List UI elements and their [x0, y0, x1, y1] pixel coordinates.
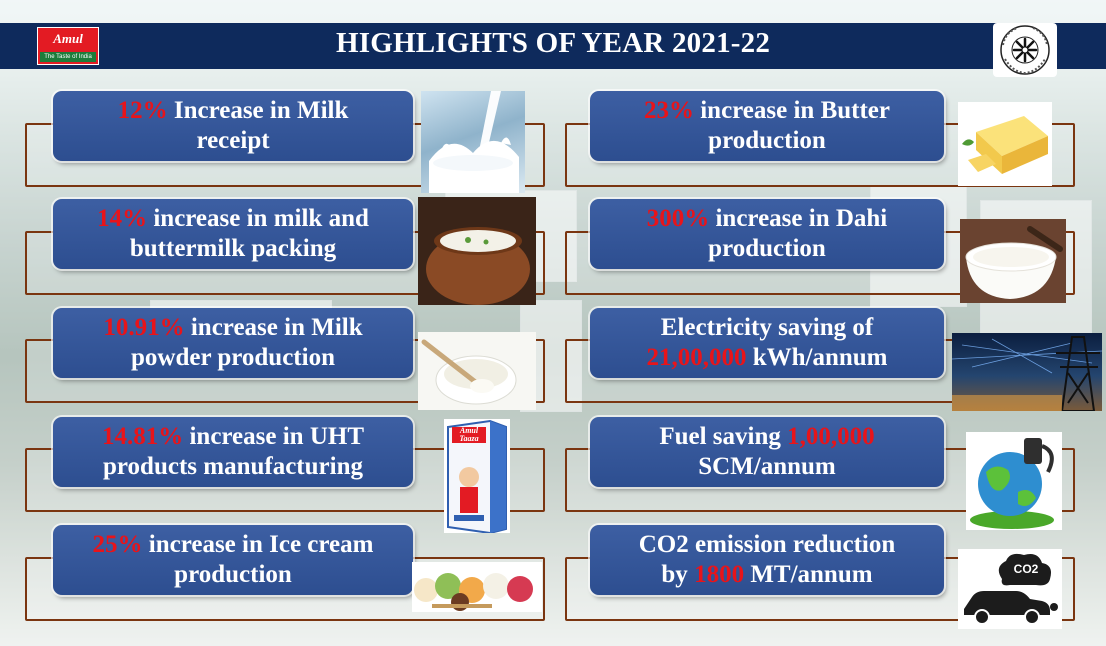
highlight-value: 300% — [646, 205, 710, 232]
header-banner — [0, 23, 1106, 69]
highlight-dahi: 300% increase in Dahi production — [590, 199, 944, 269]
highlight-text: powder production — [131, 344, 335, 371]
amul-logo: Amul The Taste of India — [37, 27, 99, 65]
highlight-value: 21,00,000 — [646, 344, 747, 371]
highlight-text: CO2 emission reduction — [638, 531, 896, 558]
highlight-text: Fuel saving — [659, 423, 788, 450]
highlight-ice-cream: 25% increase in Ice cream production — [53, 525, 413, 595]
butter-icon — [958, 102, 1052, 186]
highlight-text: buttermilk packing — [129, 235, 337, 262]
highlight-value: 12% — [117, 97, 168, 124]
highlight-text: increase in Dahi — [709, 205, 888, 232]
highlight-text: receipt — [196, 127, 270, 154]
federation-seal-icon — [993, 23, 1057, 77]
page-title: HIGHLIGHTS OF YEAR 2021-22 — [335, 27, 771, 59]
highlight-text: increase in UHT — [183, 423, 365, 450]
highlight-value: 10.91% — [103, 314, 185, 341]
highlight-text: production — [708, 127, 826, 154]
highlight-text: increase in Butter — [693, 97, 891, 124]
highlight-value: 1800 — [694, 561, 745, 588]
uht-brand: Amul — [459, 426, 479, 435]
highlight-value: 25% — [92, 531, 143, 558]
highlight-value: 1,00,000 — [787, 423, 875, 450]
co2-car-icon: CO2 — [958, 549, 1062, 629]
milk-splash-icon — [421, 91, 525, 193]
highlight-text: products manufacturing — [103, 453, 363, 480]
highlight-milk-receipt: 12% Increase in Milk receipt — [53, 91, 413, 161]
highlight-value: 23% — [643, 97, 694, 124]
fuel-globe-icon — [966, 432, 1062, 530]
highlight-text: production — [708, 235, 826, 262]
highlight-text: by — [661, 561, 695, 588]
amul-logo-word: Amul — [53, 31, 83, 46]
highlight-text: SCM/annum — [698, 453, 836, 480]
amul-logo-tagline: The Taste of India — [40, 52, 96, 62]
highlight-text: kWh/annum — [746, 344, 888, 371]
highlight-fuel: Fuel saving 1,00,000 SCM/annum — [590, 417, 944, 487]
ice-cream-icon — [412, 562, 542, 612]
highlight-milk-powder: 10.91% increase in Milk powder productio… — [53, 308, 413, 378]
buttermilk-pot-icon — [418, 197, 536, 305]
highlight-text: increase in Milk — [184, 314, 363, 341]
highlight-butter: 23% increase in Butter production — [590, 91, 944, 161]
milk-powder-icon — [418, 332, 536, 410]
highlight-text: Electricity saving of — [660, 314, 874, 341]
highlight-text: increase in milk and — [147, 205, 369, 232]
highlight-text: production — [174, 561, 292, 588]
uht-product: Taaza — [459, 434, 479, 443]
co2-badge-text: CO2 — [1013, 562, 1039, 576]
highlight-value: 14% — [97, 205, 148, 232]
highlight-uht-products: 14.81% increase in UHT products manufact… — [53, 417, 413, 487]
power-tower-icon — [952, 333, 1102, 411]
highlight-text: Increase in Milk — [167, 97, 349, 124]
highlight-value: 14.81% — [101, 423, 184, 450]
highlight-electricity: Electricity saving of 21,00,000 kWh/annu… — [590, 308, 944, 378]
uht-pack-icon: Amul Taaza — [444, 419, 510, 533]
highlight-co2: CO2 emission reduction by 1800 MT/annum — [590, 525, 944, 595]
dahi-bowl-icon — [960, 219, 1066, 303]
highlight-milk-packing: 14% increase in milk and buttermilk pack… — [53, 199, 413, 269]
highlight-text: MT/annum — [744, 561, 873, 588]
highlight-text: increase in Ice cream — [142, 531, 374, 558]
